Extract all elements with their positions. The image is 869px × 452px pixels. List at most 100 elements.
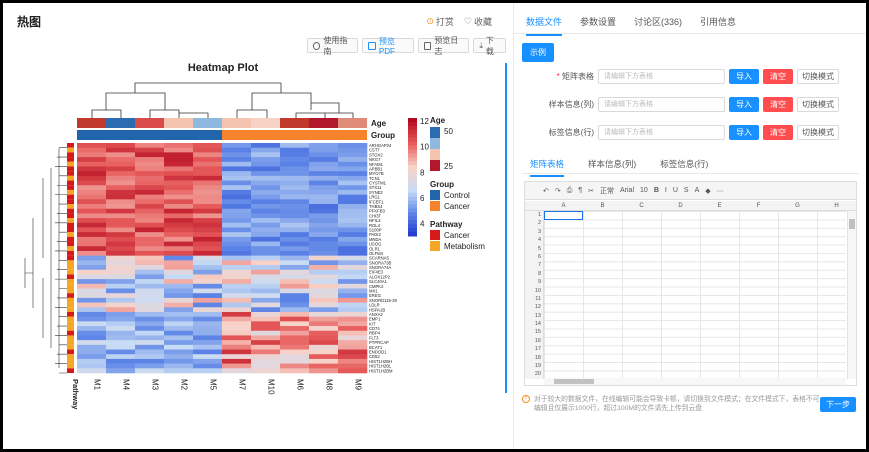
scroll-thumb[interactable]: [849, 219, 855, 229]
heat-cell: [280, 152, 310, 158]
group-cell: [338, 130, 367, 140]
panel-splitter[interactable]: [505, 63, 507, 393]
row-header-8[interactable]: 8: [537, 270, 541, 277]
vertical-scrollbar[interactable]: [847, 211, 856, 379]
subtab-label[interactable]: 标签信息(行): [660, 159, 709, 169]
reward-button[interactable]: ⊙ 打赏: [426, 15, 454, 28]
sheet-tool-0[interactable]: ↶: [543, 187, 549, 195]
legend-pathway-label: Cancer: [444, 231, 470, 240]
row-header-11[interactable]: 11: [535, 295, 541, 302]
download-label: 下载: [485, 35, 494, 56]
row-header-1[interactable]: 1: [537, 212, 541, 218]
sheet-tool-14[interactable]: ⋯: [716, 187, 724, 195]
matrix-switch-button[interactable]: 切换模式: [797, 69, 839, 84]
tab-data-file[interactable]: 数据文件: [526, 15, 563, 36]
sheet-tool-8[interactable]: B: [653, 187, 659, 194]
subtab-sample[interactable]: 样本信息(列): [588, 159, 637, 169]
col-header-F[interactable]: F: [756, 203, 761, 209]
row-header-12[interactable]: 12: [534, 304, 541, 311]
row-header-10[interactable]: 10: [534, 287, 541, 294]
heat-cell: [77, 302, 107, 308]
tab-citation[interactable]: 引用信息: [700, 17, 737, 27]
heat-cell: [251, 143, 281, 148]
label-import-button[interactable]: 导入: [729, 125, 759, 140]
heat-cell: [309, 199, 339, 205]
demo-button[interactable]: 示例: [522, 43, 554, 62]
sheet-tool-10[interactable]: U: [672, 187, 678, 194]
heat-cell: [193, 349, 223, 355]
heat-cell: [222, 279, 252, 285]
heat-cell: [164, 194, 194, 200]
row-header-17[interactable]: 17: [534, 346, 541, 353]
selected-cell[interactable]: [544, 211, 583, 220]
heat-cell: [193, 199, 223, 205]
row-header-6[interactable]: 6: [537, 253, 541, 260]
next-button[interactable]: 下一步: [820, 397, 856, 412]
matrix-clear-button[interactable]: 清空: [763, 69, 793, 84]
sample-import-button[interactable]: 导入: [729, 97, 759, 112]
col-header-G[interactable]: G: [795, 203, 800, 209]
row-header-9[interactable]: 9: [537, 279, 541, 286]
tab-discussion[interactable]: 讨论区(336): [634, 17, 683, 27]
col-header-C[interactable]: C: [639, 203, 644, 209]
label-info-input[interactable]: 请编辑下方表格: [598, 125, 725, 140]
row-header-19[interactable]: 19: [534, 363, 541, 370]
row-header-15[interactable]: 15: [534, 329, 541, 336]
col-header-D[interactable]: D: [678, 203, 683, 209]
sheet-tool-2[interactable]: ⎙: [566, 186, 573, 194]
sheet-tool-4[interactable]: ✂: [588, 187, 594, 195]
col-header-A[interactable]: A: [561, 203, 566, 209]
heat-cell: [135, 213, 165, 219]
matrix-import-button[interactable]: 导入: [729, 69, 759, 84]
hscroll-thumb[interactable]: [554, 379, 594, 384]
row-header-18[interactable]: 18: [534, 354, 541, 361]
row-header-4[interactable]: 4: [537, 237, 541, 244]
sheet-tool-6[interactable]: Arial: [620, 187, 635, 194]
row-header-13[interactable]: 13: [534, 312, 541, 319]
heat-cell: [135, 354, 165, 360]
sheet-tool-5[interactable]: 正常: [600, 187, 614, 195]
sheet-tool-12[interactable]: A: [694, 187, 700, 194]
download-button[interactable]: ⤓ 下载: [473, 36, 506, 56]
row-header-16[interactable]: 16: [534, 337, 541, 344]
heat-cell: [164, 218, 194, 224]
sheet-tool-3[interactable]: ¶: [578, 187, 583, 194]
favorite-button[interactable]: ♡ 收藏: [464, 15, 492, 28]
tab-params[interactable]: 参数设置: [580, 17, 617, 27]
heat-cell: [309, 166, 339, 172]
col-header-E[interactable]: E: [717, 203, 722, 209]
heat-cell: [338, 255, 368, 261]
label-clear-button[interactable]: 清空: [763, 125, 793, 140]
row-header-5[interactable]: 5: [537, 245, 541, 252]
sheet-tool-9[interactable]: I: [664, 187, 667, 194]
sheet-tool-7[interactable]: 10: [640, 187, 648, 194]
sample-input[interactable]: 请编辑下方表格: [598, 97, 725, 112]
heat-cell: [135, 152, 165, 158]
col-header-H[interactable]: H: [834, 203, 839, 209]
subtab-matrix[interactable]: 矩阵表格: [530, 158, 565, 177]
sheet-tool-13[interactable]: ◆: [705, 187, 711, 195]
heat-cell: [193, 302, 223, 308]
col-header-B[interactable]: B: [600, 203, 605, 209]
heat-cell: [106, 232, 136, 238]
row-header-2[interactable]: 2: [537, 220, 541, 227]
row-header-7[interactable]: 7: [537, 262, 541, 269]
sheet-tool-11[interactable]: S: [683, 187, 689, 194]
row-header-3[interactable]: 3: [537, 228, 541, 235]
pathway-cell: [67, 152, 74, 158]
row-header-20[interactable]: 20: [534, 371, 541, 378]
matrix-input[interactable]: 请编辑下方表格: [598, 69, 725, 84]
row-header-14[interactable]: 14: [534, 321, 541, 328]
preview-pdf-button[interactable]: 预览PDF: [362, 37, 414, 56]
sample-clear-button[interactable]: 清空: [763, 97, 793, 112]
heat-cell: [280, 307, 310, 313]
sample-switch-button[interactable]: 切换模式: [797, 97, 839, 112]
sheet-tool-1[interactable]: ↷: [554, 187, 561, 195]
preview-log-button[interactable]: 预览日志: [417, 36, 470, 56]
guide-button[interactable]: 使用指南: [307, 36, 359, 56]
label-switch-button[interactable]: 切换模式: [797, 125, 839, 140]
sheet-grid[interactable]: [544, 211, 846, 379]
heat-cell: [309, 311, 339, 317]
heat-cell: [251, 330, 281, 336]
horizontal-scrollbar[interactable]: [544, 378, 846, 385]
